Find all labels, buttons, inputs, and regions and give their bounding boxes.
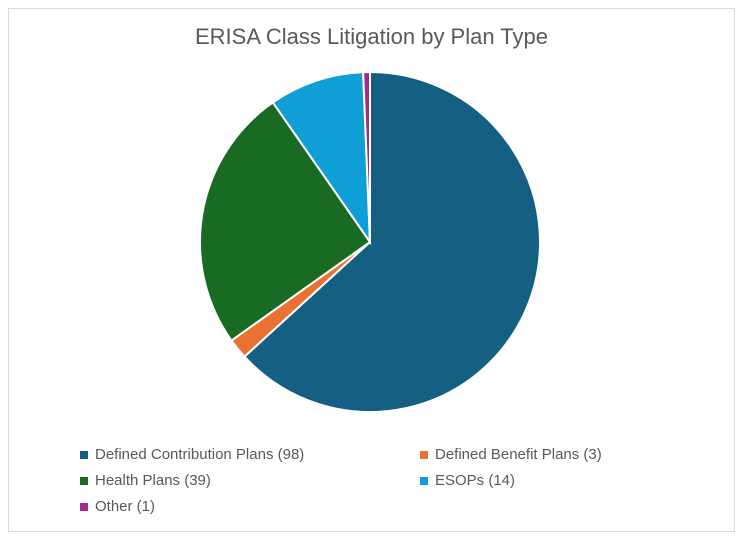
legend-swatch bbox=[80, 476, 88, 485]
pie-slice-2 bbox=[199, 101, 372, 342]
legend-label: ESOPs (14) bbox=[435, 472, 516, 489]
legend-swatch bbox=[420, 450, 428, 459]
legend-label: Defined Benefit Plans (3) bbox=[435, 446, 602, 463]
legend-label: Health Plans (39) bbox=[95, 472, 211, 489]
legend-item-4: Other (1) bbox=[80, 498, 155, 515]
chart-title: ERISA Class Litigation by Plan Type bbox=[194, 24, 548, 49]
chart-area bbox=[8, 8, 735, 532]
legend-swatch bbox=[80, 502, 88, 511]
pie-slice-0 bbox=[243, 70, 541, 413]
legend-swatch bbox=[420, 476, 428, 485]
legend-item-2: Health Plans (39) bbox=[80, 472, 211, 489]
legend-label: Defined Contribution Plans (98) bbox=[95, 446, 305, 463]
legend-item-3: ESOPs (14) bbox=[420, 472, 515, 489]
legend-item-1: Defined Benefit Plans (3) bbox=[420, 446, 602, 463]
pie-slice-3 bbox=[271, 71, 372, 246]
pie-slice-4 bbox=[362, 70, 371, 243]
legend-item-0: Defined Contribution Plans (98) bbox=[80, 446, 304, 463]
legend-swatch bbox=[80, 450, 88, 459]
legend-label: Other (1) bbox=[95, 498, 156, 515]
